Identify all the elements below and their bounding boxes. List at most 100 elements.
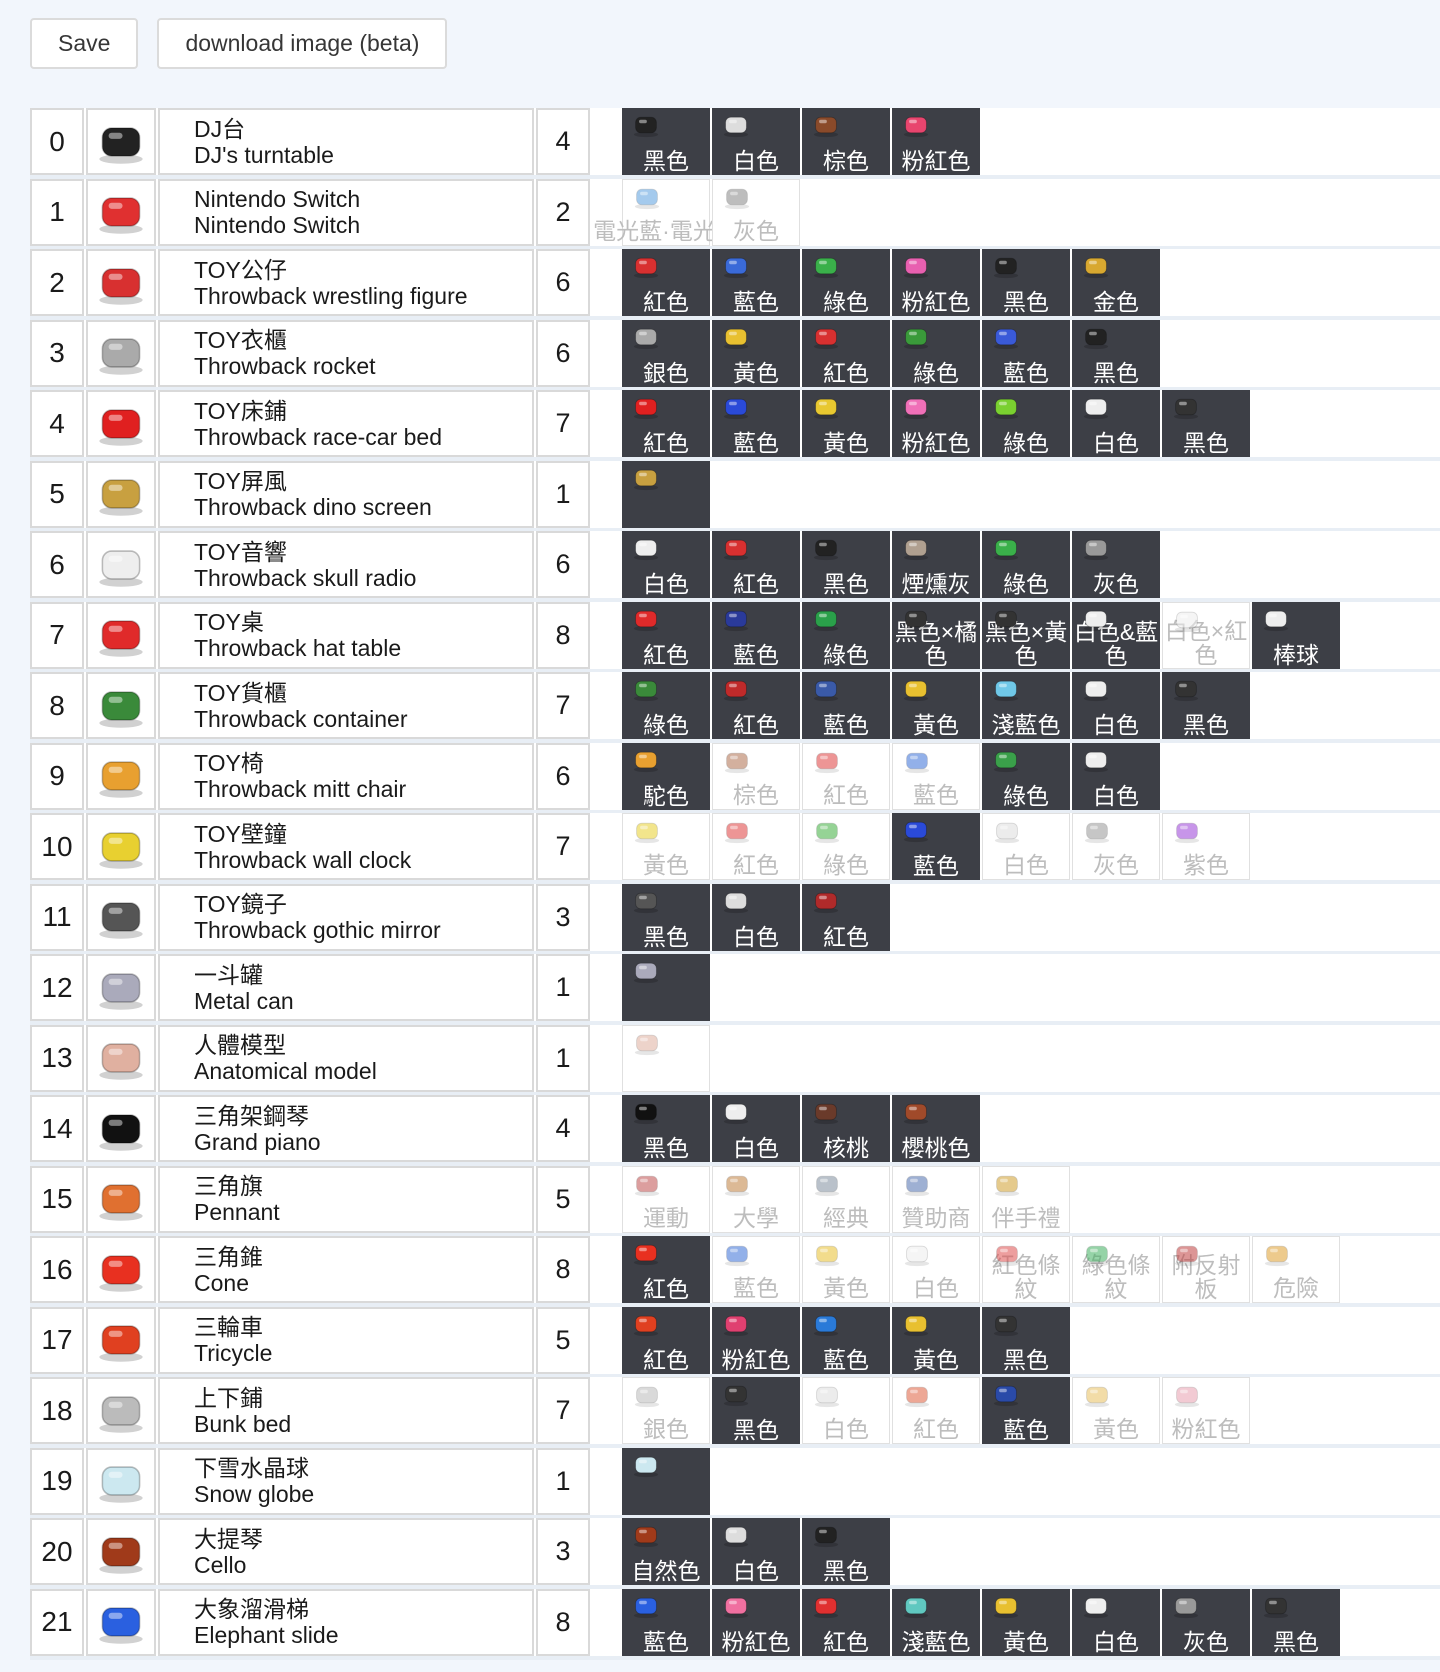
variant-swatch[interactable]: 淺藍色: [892, 1588, 980, 1656]
variant-swatch[interactable]: 綠色: [802, 249, 890, 316]
variant-swatch[interactable]: 紅色: [802, 1588, 890, 1656]
variant-swatch[interactable]: 白色: [1072, 672, 1160, 739]
variant-swatch[interactable]: 白色: [1072, 1588, 1160, 1656]
variant-swatch[interactable]: 灰色: [1072, 813, 1160, 880]
variant-swatch[interactable]: 白色&藍色: [1072, 601, 1160, 669]
variant-swatch[interactable]: 粉紅色: [712, 1588, 800, 1656]
variant-swatch[interactable]: 灰色: [712, 178, 800, 246]
variant-swatch[interactable]: 黃色: [1072, 1377, 1160, 1444]
variant-swatch[interactable]: 紅色: [622, 601, 710, 669]
variant-swatch[interactable]: 黑色: [622, 1095, 710, 1162]
variant-swatch[interactable]: 綠色: [982, 531, 1070, 598]
variant-swatch[interactable]: 贊助商: [892, 1165, 980, 1233]
variant-swatch[interactable]: 藍色: [712, 1236, 800, 1303]
variant-swatch[interactable]: 紅色: [712, 531, 800, 598]
variant-swatch[interactable]: 經典: [802, 1165, 890, 1233]
variant-swatch[interactable]: 黑色×黃色: [982, 601, 1070, 669]
variant-swatch[interactable]: 綠色條紋: [1072, 1236, 1160, 1303]
save-button[interactable]: Save: [30, 18, 139, 69]
variant-swatch[interactable]: 黑色: [1072, 319, 1160, 387]
variant-swatch[interactable]: 白色: [712, 1518, 800, 1585]
variant-swatch[interactable]: 綠色: [892, 319, 980, 387]
variant-swatch[interactable]: 藍色: [712, 390, 800, 457]
variant-swatch[interactable]: 大學: [712, 1165, 800, 1233]
variant-swatch[interactable]: 藍色: [712, 601, 800, 669]
variant-swatch[interactable]: 灰色: [1162, 1588, 1250, 1656]
variant-swatch[interactable]: 黑色: [802, 531, 890, 598]
variant-swatch[interactable]: 黃色: [712, 319, 800, 387]
variant-swatch[interactable]: 白色×紅色: [1162, 601, 1250, 669]
variant-swatch[interactable]: 白色: [982, 813, 1070, 880]
variant-swatch[interactable]: 自然色: [622, 1518, 710, 1585]
variant-swatch[interactable]: 藍色: [802, 672, 890, 739]
variant-swatch[interactable]: 黃色: [622, 813, 710, 880]
variant-swatch[interactable]: 白色: [712, 883, 800, 951]
variant-swatch[interactable]: [622, 1024, 710, 1092]
variant-swatch[interactable]: 銀色: [622, 1377, 710, 1444]
variant-swatch[interactable]: 金色: [1072, 249, 1160, 316]
variant-swatch[interactable]: 粉紅色: [712, 1306, 800, 1374]
variant-swatch[interactable]: 黃色: [892, 672, 980, 739]
variant-swatch[interactable]: 危險: [1252, 1236, 1340, 1303]
variant-swatch[interactable]: 藍色: [892, 813, 980, 880]
variant-swatch[interactable]: 黃色: [892, 1306, 980, 1374]
variant-swatch[interactable]: [622, 1447, 710, 1515]
variant-swatch[interactable]: 粉紅色: [892, 390, 980, 457]
variant-swatch[interactable]: 伴手禮: [982, 1165, 1070, 1233]
variant-swatch[interactable]: 黃色: [982, 1588, 1070, 1656]
variant-swatch[interactable]: 櫻桃色: [892, 1095, 980, 1162]
variant-swatch[interactable]: 藍色: [982, 319, 1070, 387]
variant-swatch[interactable]: 綠色: [982, 742, 1070, 810]
variant-swatch[interactable]: 紅色: [802, 883, 890, 951]
variant-swatch[interactable]: 白色: [622, 531, 710, 598]
variant-swatch[interactable]: 銀色: [622, 319, 710, 387]
variant-swatch[interactable]: [622, 954, 710, 1021]
variant-swatch[interactable]: 紅色: [712, 672, 800, 739]
variant-swatch[interactable]: 白色: [1072, 742, 1160, 810]
variant-swatch[interactable]: 電光藍·電光紅: [593, 178, 739, 246]
variant-swatch[interactable]: 紅色: [622, 1236, 710, 1303]
variant-swatch[interactable]: 紅色: [712, 813, 800, 880]
variant-swatch[interactable]: 綠色: [802, 813, 890, 880]
variant-swatch[interactable]: 黑色: [802, 1518, 890, 1585]
variant-swatch[interactable]: 煙燻灰: [892, 531, 980, 598]
variant-swatch[interactable]: 黑色: [1162, 390, 1250, 457]
variant-swatch[interactable]: 白色: [712, 108, 800, 175]
variant-swatch[interactable]: 藍色: [892, 742, 980, 810]
variant-swatch[interactable]: 藍色: [712, 249, 800, 316]
variant-swatch[interactable]: 紅色: [622, 1306, 710, 1374]
variant-swatch[interactable]: 核桃: [802, 1095, 890, 1162]
variant-swatch[interactable]: 粉紅色: [892, 108, 980, 175]
variant-swatch[interactable]: 藍色: [802, 1306, 890, 1374]
variant-swatch[interactable]: 粉紅色: [1162, 1377, 1250, 1444]
download-image-button[interactable]: download image (beta): [157, 18, 448, 69]
variant-swatch[interactable]: 黑色: [982, 1306, 1070, 1374]
variant-swatch[interactable]: 白色: [892, 1236, 980, 1303]
variant-swatch[interactable]: 附反射板: [1162, 1236, 1250, 1303]
variant-swatch[interactable]: 綠色: [982, 390, 1070, 457]
variant-swatch[interactable]: [622, 460, 710, 528]
variant-swatch[interactable]: 黑色: [1252, 1588, 1340, 1656]
variant-swatch[interactable]: 紅色條紋: [982, 1236, 1070, 1303]
variant-swatch[interactable]: 藍色: [622, 1588, 710, 1656]
variant-swatch[interactable]: 灰色: [1072, 531, 1160, 598]
variant-swatch[interactable]: 粉紅色: [892, 249, 980, 316]
variant-swatch[interactable]: 黑色: [712, 1377, 800, 1444]
variant-swatch[interactable]: 黑色×橘色: [892, 601, 980, 669]
variant-swatch[interactable]: 紫色: [1162, 813, 1250, 880]
variant-swatch[interactable]: 黃色: [802, 390, 890, 457]
variant-swatch[interactable]: 紅色: [802, 319, 890, 387]
variant-swatch[interactable]: 白色: [712, 1095, 800, 1162]
variant-swatch[interactable]: 綠色: [802, 601, 890, 669]
variant-swatch[interactable]: 黑色: [1162, 672, 1250, 739]
variant-swatch[interactable]: 紅色: [622, 390, 710, 457]
variant-swatch[interactable]: 棕色: [802, 108, 890, 175]
variant-swatch[interactable]: 棒球: [1252, 601, 1340, 669]
variant-swatch[interactable]: 黑色: [982, 249, 1070, 316]
variant-swatch[interactable]: 駝色: [622, 742, 710, 810]
variant-swatch[interactable]: 紅色: [622, 249, 710, 316]
variant-swatch[interactable]: 淺藍色: [982, 672, 1070, 739]
variant-swatch[interactable]: 紅色: [802, 742, 890, 810]
variant-swatch[interactable]: 運動: [622, 1165, 710, 1233]
variant-swatch[interactable]: 綠色: [622, 672, 710, 739]
